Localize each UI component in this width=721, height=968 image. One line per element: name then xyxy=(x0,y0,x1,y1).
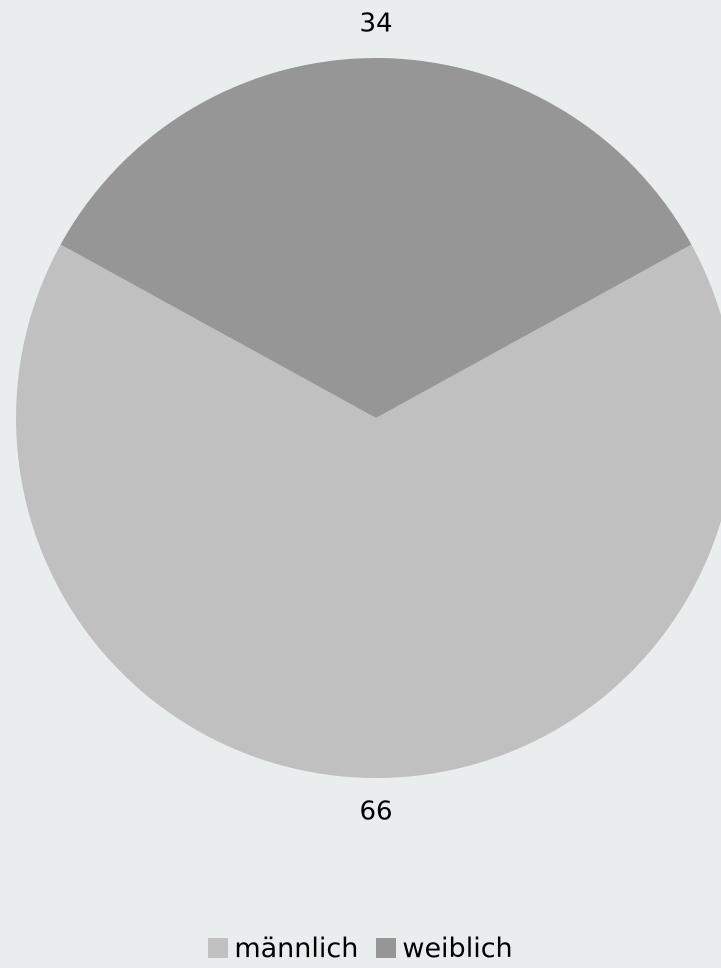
legend-label-maennlich: männlich xyxy=(234,932,359,964)
legend-swatch-maennlich xyxy=(208,938,229,958)
legend: männlich weiblich xyxy=(0,928,721,968)
data-label-maennlich: 66 xyxy=(359,797,392,827)
pie-data-labels: 34 66 xyxy=(359,9,392,827)
legend-label-weiblich: weiblich xyxy=(402,932,513,964)
legend-swatch-weiblich xyxy=(376,938,397,958)
legend-item-weiblich: weiblich xyxy=(376,932,513,964)
pie-slice-maennlich xyxy=(16,244,721,778)
legend-item-maennlich: männlich xyxy=(208,933,358,964)
data-label-weiblich: 34 xyxy=(359,9,392,39)
pie-slice-weiblich xyxy=(60,58,692,418)
pie-slices xyxy=(16,58,721,778)
